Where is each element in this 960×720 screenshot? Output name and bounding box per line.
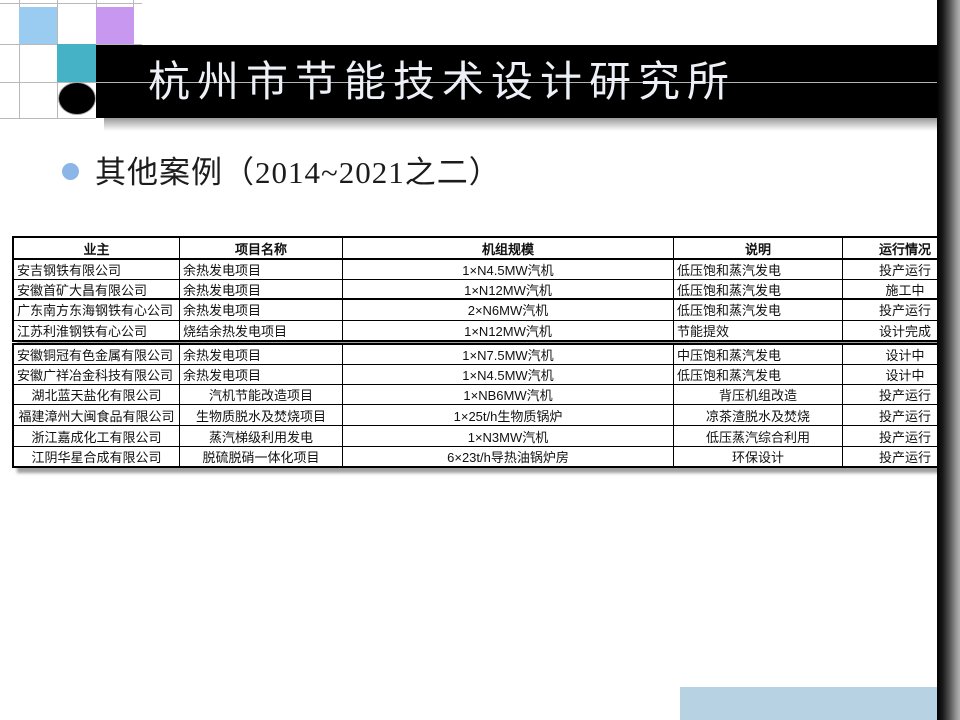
table-cell: 汽机节能改造项目 [179,384,343,405]
title-bar: 杭州市节能技术设计研究所 [96,45,937,118]
table-cell: 背压机组改造 [673,384,843,405]
slide-title: 杭州市节能技术设计研究所 [148,60,737,106]
table-cell: 湖北蓝天盐化有限公司 [12,384,180,405]
light-blue-square [19,7,57,44]
table-cell: 施工中 [842,279,960,301]
column-header: 说明 [673,236,843,260]
table-cell: 投产运行 [842,425,960,447]
table-cell: 低压饱和蒸汽发电 [673,364,843,385]
table-cell: 设计中 [842,343,960,365]
table-cell: 设计完成 [842,319,960,342]
table-row: 安徽广祥冶金科技有限公司 余热发电项目 1×N4.5MW汽机 低压饱和蒸汽发电 设计中 [12,364,960,385]
black-circle [58,82,96,115]
table-cell: 生物质脱水及焚烧项目 [179,404,343,426]
table-row: 安徽铜冠有色金属有限公司 余热发电项目 1×N7.5MW汽机 中压饱和蒸汽发电 设计中 [12,343,960,365]
table-cell: 投产运行 [842,384,960,405]
table-row: 安吉钢铁有限公司 余热发电项目 1×N4.5MW汽机 低压饱和蒸汽发电 投产运行 [12,258,960,280]
table-cell: 1×N7.5MW汽机 [342,343,674,365]
column-header: 项目名称 [179,236,343,260]
title-bar-gridline [96,82,937,83]
table-cell: 1×NB6MW汽机 [342,384,674,405]
purple-square [96,7,134,44]
grid-line [0,3,142,4]
table-cell: 蒸汽梯级利用发电 [179,425,343,447]
table-cell: 1×N4.5MW汽机 [342,258,674,280]
bullet-text: 其他案例（2014~2021之二） [95,155,501,190]
bullet-icon [62,163,79,180]
table-cell: 节能提效 [673,319,843,342]
table-cell: 余热发电项目 [179,279,343,301]
table-cell: 低压饱和蒸汽发电 [673,258,843,280]
column-header: 业主 [12,236,180,260]
grid-line [0,118,96,119]
table-row: 安徽首矿大昌有限公司 余热发电项目 1×N12MW汽机 低压饱和蒸汽发电 施工中 [12,279,960,301]
table-cell: 福建漳州大闽食品有限公司 [12,404,180,426]
grid-line [0,82,96,83]
table-row: 广东南方东海钢铁有心公司 余热发电项目 2×N6MW汽机 低压饱和蒸汽发电 投产运行 [12,298,960,321]
table-cell: 投产运行 [842,446,960,468]
table-row: 江苏利淮钢铁有心公司 烧结余热发电项目 1×N12MW汽机 节能提效 设计完成 [12,319,960,342]
table-cell: 1×25t/h生物质锅炉 [342,404,674,426]
table-cell: 脱硫脱硝一体化项目 [179,446,343,468]
table-cell: 1×N12MW汽机 [342,279,674,301]
table-cell: 浙江嘉成化工有限公司 [12,425,180,447]
table-cell: 凉茶渣脱水及焚烧 [673,404,843,426]
column-header: 机组规模 [342,236,674,260]
table-cell: 广东南方东海钢铁有心公司 [12,298,180,321]
table-cell: 安徽铜冠有色金属有限公司 [12,343,180,365]
right-edge-shadow [937,0,960,720]
table-row: 江阴华星合成有限公司 脱硫脱硝一体化项目 6×23t/h导热油锅炉房 环保设计 投产运行 [12,446,960,468]
table-cell: 环保设计 [673,446,843,468]
cases-table-section-2: 广东南方东海钢铁有心公司 余热发电项目 2×N6MW汽机 低压饱和蒸汽发电 投产运行 江苏… [12,298,960,342]
teal-square [57,44,96,82]
table-cell: 安徽广祥冶金科技有限公司 [12,364,180,385]
grid-line [19,0,20,118]
table-cell: 低压饱和蒸汽发电 [673,279,843,301]
table-cell: 余热发电项目 [179,258,343,280]
table-cell: 余热发电项目 [179,343,343,365]
table-row: 浙江嘉成化工有限公司 蒸汽梯级利用发电 1×N3MW汽机 低压蒸汽综合利用 投产运行 [12,425,960,447]
table-cell: 余热发电项目 [179,364,343,385]
cases-table-section-1: 业主 项目名称 机组规模 说明 运行情况 安吉钢铁有限公司 余热发电项目 1×N4.5MW汽机… [12,236,960,301]
table-row: 湖北蓝天盐化有限公司 汽机节能改造项目 1×NB6MW汽机 背压机组改造 投产运行 [12,384,960,405]
table-cell: 烧结余热发电项目 [179,319,343,342]
table-cell: 1×N12MW汽机 [342,319,674,342]
table-cell: 余热发电项目 [179,298,343,321]
table-cell: 1×N4.5MW汽机 [342,364,674,385]
table-cell: 1×N3MW汽机 [342,425,674,447]
table-cell: 6×23t/h导热油锅炉房 [342,446,674,468]
table-cell: 中压饱和蒸汽发电 [673,343,843,365]
table-cell: 低压蒸汽综合利用 [673,425,843,447]
table-cell: 安吉钢铁有限公司 [12,258,180,280]
cases-table-section-3: 安徽铜冠有色金属有限公司 余热发电项目 1×N7.5MW汽机 中压饱和蒸汽发电 设计中安… [12,343,960,468]
table-cell: 2×N6MW汽机 [342,298,674,321]
table-cell: 低压饱和蒸汽发电 [673,298,843,321]
bottom-accent-bar [680,687,937,720]
title-bar-shadow [104,118,945,131]
column-header: 运行情况 [842,236,960,260]
table-cell: 安徽首矿大昌有限公司 [12,279,180,301]
table-row: 福建漳州大闽食品有限公司 生物质脱水及焚烧项目 1×25t/h生物质锅炉 凉茶渣脱水及… [12,404,960,426]
table-cell: 江阴华星合成有限公司 [12,446,180,468]
table-cell: 江苏利淮钢铁有心公司 [12,319,180,342]
table-cell: 投产运行 [842,258,960,280]
